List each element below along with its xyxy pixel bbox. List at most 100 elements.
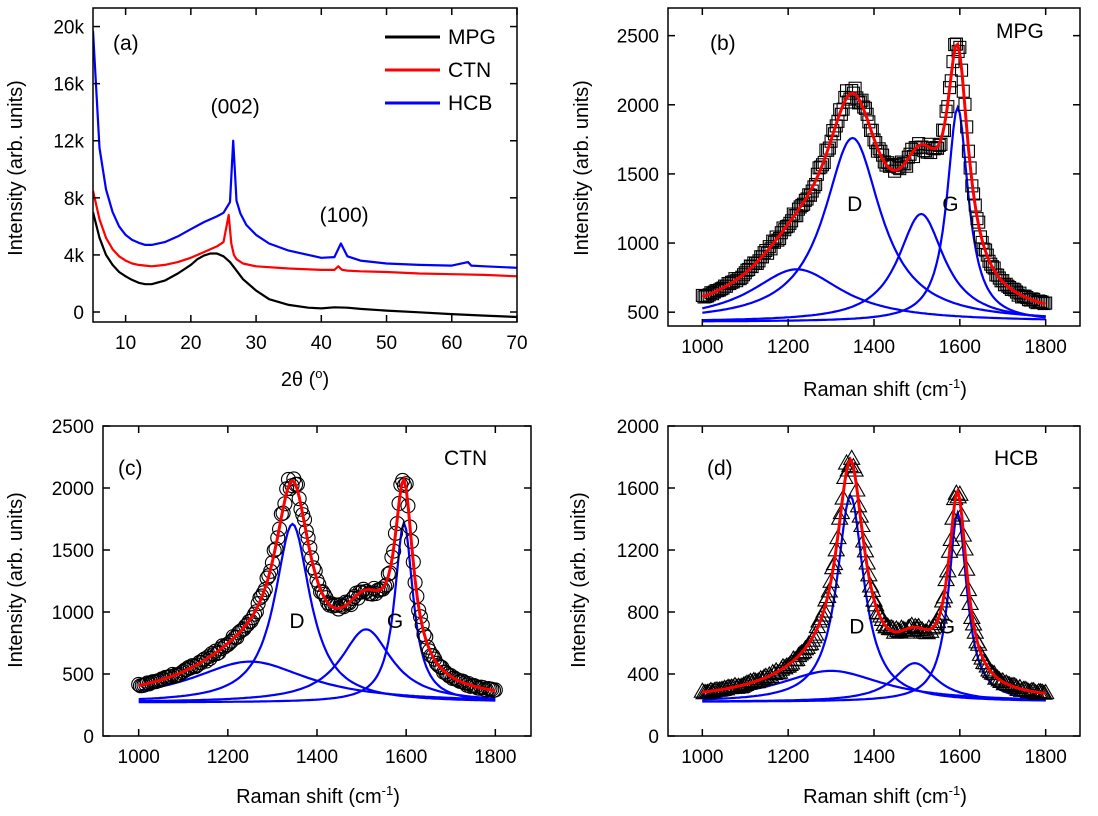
- panel-d-xtick-label: 1200: [767, 747, 809, 768]
- panel-b-ytick-label: 2000: [617, 96, 659, 117]
- panel-a-xtick-label: 60: [441, 333, 462, 354]
- data-point: [377, 578, 393, 594]
- panel-b-label: (b): [710, 32, 736, 55]
- legend-label-hcb: HCB: [448, 92, 492, 115]
- data-point: [769, 230, 783, 244]
- panel-b-xtick-label: 1000: [681, 337, 723, 358]
- panel-c-component-4: [138, 519, 496, 704]
- data-point: [962, 608, 981, 624]
- data-point: [257, 581, 273, 597]
- panel-a-xlabel-main: 2θ (: [281, 369, 316, 391]
- data-point: [380, 566, 396, 582]
- panel-a-plot-area: 10 20 30 40 50 60 70 0 4k 8k 12k 16k 20k: [53, 7, 528, 354]
- panel-b-ytick-label: 1500: [617, 165, 659, 186]
- panel-d-markers: [693, 449, 1055, 700]
- panel-d: 1000 1200 1400 1600 18000400800120016002000 …: [568, 417, 1081, 808]
- data-point: [767, 235, 781, 249]
- data-point: [714, 282, 728, 296]
- panel-a-ytick-label: 4k: [64, 246, 85, 267]
- panel-b-ylabel: Intensity (arb. units): [571, 80, 593, 256]
- data-point: [791, 202, 806, 216]
- panel-d-band-g: G: [939, 616, 955, 639]
- panel-d-band-d: D: [849, 616, 864, 639]
- panel-b-component-2: [702, 136, 1046, 318]
- panel-b: 1000 1200 1400 1600 18005001000150020002500 …: [571, 7, 1081, 401]
- data-point: [850, 91, 864, 105]
- series-line-mpg: [93, 211, 517, 319]
- data-point: [213, 641, 229, 657]
- data-point: [785, 214, 799, 228]
- data-point: [425, 648, 441, 664]
- panel-c-xlabel-close: ): [393, 786, 400, 808]
- data-point: [311, 576, 327, 592]
- panel-b-component-3: [702, 212, 1046, 322]
- data-point: [759, 243, 773, 258]
- data-point: [815, 601, 834, 618]
- panel-a: 10 20 30 40 50 60 70 0 4k 8k 12k 16k 20k (a) (002) (…: [5, 7, 528, 391]
- data-point: [797, 197, 811, 211]
- panel-c-band-d: D: [289, 610, 304, 633]
- panel-b-xlabel: Raman shift (cm-1): [803, 376, 967, 401]
- data-point: [792, 643, 811, 660]
- data-point: [255, 585, 272, 601]
- panel-c-ytick-label: 1000: [52, 603, 94, 624]
- data-point: [935, 587, 954, 604]
- panel-d-ylabel: Intensity (arb. units): [568, 492, 590, 668]
- data-point: [736, 268, 751, 282]
- panel-b-sample-label: MPG: [996, 20, 1044, 43]
- panel-c-ytick-label: 0: [83, 727, 94, 748]
- panel-c-label: (c): [118, 457, 143, 480]
- data-point: [932, 604, 950, 620]
- legend-label-mpg: MPG: [448, 26, 496, 49]
- panel-a-ytick-label: 12k: [53, 132, 84, 153]
- data-point: [726, 275, 740, 289]
- panel-b-component-4: [702, 104, 1046, 323]
- panel-a-ytick-label: 16k: [53, 75, 84, 96]
- data-point: [766, 234, 780, 248]
- panel-b-xtick-label: 1200: [767, 337, 809, 358]
- data-point: [949, 37, 963, 51]
- panel-d-xtick-label: 1400: [853, 747, 895, 768]
- panel-a-xtick-label: 30: [246, 333, 267, 354]
- panel-c-xlabel-main: Raman shift (cm: [236, 786, 382, 808]
- data-point: [800, 192, 814, 206]
- panel-d-xtick-label: 1600: [939, 747, 981, 768]
- panel-d-plot-area: 1000 1200 1400 1600 1800 0 400 800 1200 1600 2000: [617, 417, 1081, 768]
- panel-b-xlabel-main: Raman shift (cm: [803, 379, 949, 401]
- panel-d-ytick-label: 1600: [617, 479, 659, 500]
- panel-b-ytick-label: 1000: [617, 234, 659, 255]
- data-point: [988, 668, 1007, 685]
- data-point: [814, 160, 828, 174]
- panel-c-ytick-label: 500: [62, 665, 94, 686]
- data-point: [775, 658, 794, 675]
- panel-a-ytick-label: 0: [73, 303, 84, 324]
- data-point: [867, 133, 881, 147]
- data-point: [981, 662, 1000, 679]
- panel-a-frame: [92, 7, 518, 323]
- panel-d-xtick-label: 1800: [1025, 747, 1067, 768]
- panel-a-xtick-label: 50: [376, 333, 397, 354]
- data-point: [979, 243, 993, 257]
- panel-d-xlabel-sup: -1: [949, 783, 961, 798]
- panel-b-fit-curve: [701, 41, 1047, 306]
- panel-a-label: (a): [113, 32, 139, 55]
- panel-c-xtick-label: 1800: [474, 747, 516, 768]
- panel-a-ytick-label: 8k: [64, 189, 85, 210]
- data-point: [845, 84, 859, 98]
- data-point: [808, 617, 827, 634]
- panel-d-fit-curve: [702, 456, 1046, 695]
- panel-b-frame: [667, 7, 1081, 327]
- panel-a-xlabel: 2θ (o): [281, 366, 329, 391]
- panel-c-xtick-label: 1000: [118, 747, 160, 768]
- panel-a-xtick-label: 40: [311, 333, 332, 354]
- data-point: [820, 581, 839, 598]
- data-point: [735, 270, 749, 284]
- panel-b-xtick-label: 1800: [1025, 337, 1067, 358]
- data-point: [865, 591, 883, 607]
- panel-a-annotation-002: (002): [211, 96, 260, 119]
- data-point: [918, 623, 937, 640]
- data-point: [468, 678, 484, 694]
- series-line-hcb: [93, 30, 517, 269]
- panel-c-xtick-label: 1200: [207, 747, 249, 768]
